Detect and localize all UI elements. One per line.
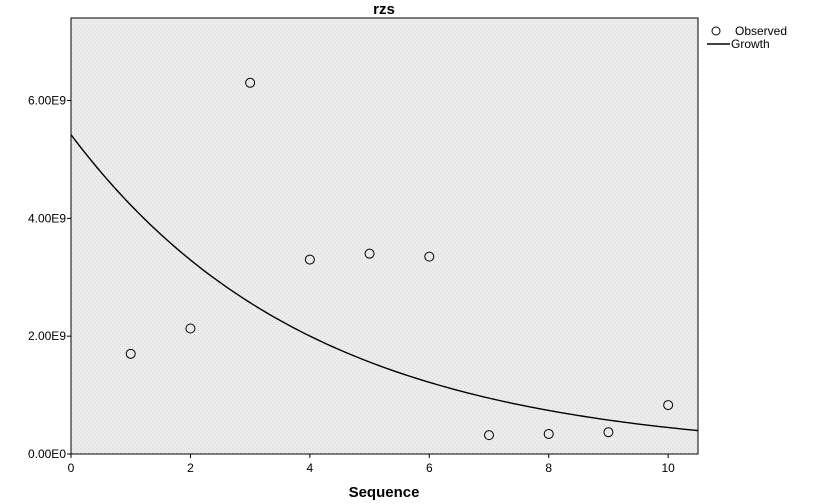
x-tick-label: 6 bbox=[426, 461, 433, 475]
growth-curve bbox=[70, 134, 699, 432]
y-axis: 0.00E0 2.00E9 4.00E9 6.00E9 bbox=[28, 93, 71, 461]
legend: Observed Growth bbox=[707, 24, 787, 51]
x-tick-label: 0 bbox=[68, 461, 75, 475]
legend-observed-marker bbox=[711, 26, 721, 36]
x-tick-label: 8 bbox=[545, 461, 552, 475]
chart-title: rzs bbox=[373, 1, 395, 18]
observed-points bbox=[125, 77, 674, 441]
x-tick-label: 2 bbox=[187, 461, 194, 475]
observed-point bbox=[185, 323, 196, 334]
legend-observed-label: Observed bbox=[735, 24, 787, 38]
observed-point bbox=[603, 427, 614, 438]
x-axis: 0 2 4 6 8 10 bbox=[68, 454, 675, 475]
plot-area bbox=[70, 17, 699, 455]
x-axis-title: Sequence bbox=[349, 484, 420, 501]
y-tick-label: 2.00E9 bbox=[28, 329, 66, 343]
observed-point bbox=[364, 248, 375, 259]
observed-point bbox=[245, 77, 256, 88]
observed-point bbox=[304, 254, 315, 265]
observed-point bbox=[663, 400, 674, 411]
y-tick-label: 6.00E9 bbox=[28, 93, 66, 107]
observed-point bbox=[484, 430, 494, 441]
x-tick-label: 10 bbox=[661, 461, 675, 475]
x-tick-label: 4 bbox=[307, 461, 314, 475]
legend-growth-label: Growth bbox=[731, 37, 770, 51]
observed-point bbox=[125, 348, 136, 359]
observed-point bbox=[424, 251, 435, 262]
observed-point bbox=[543, 428, 554, 439]
y-tick-label: 4.00E9 bbox=[28, 211, 66, 225]
y-tick-label: 0.00E0 bbox=[28, 447, 66, 461]
